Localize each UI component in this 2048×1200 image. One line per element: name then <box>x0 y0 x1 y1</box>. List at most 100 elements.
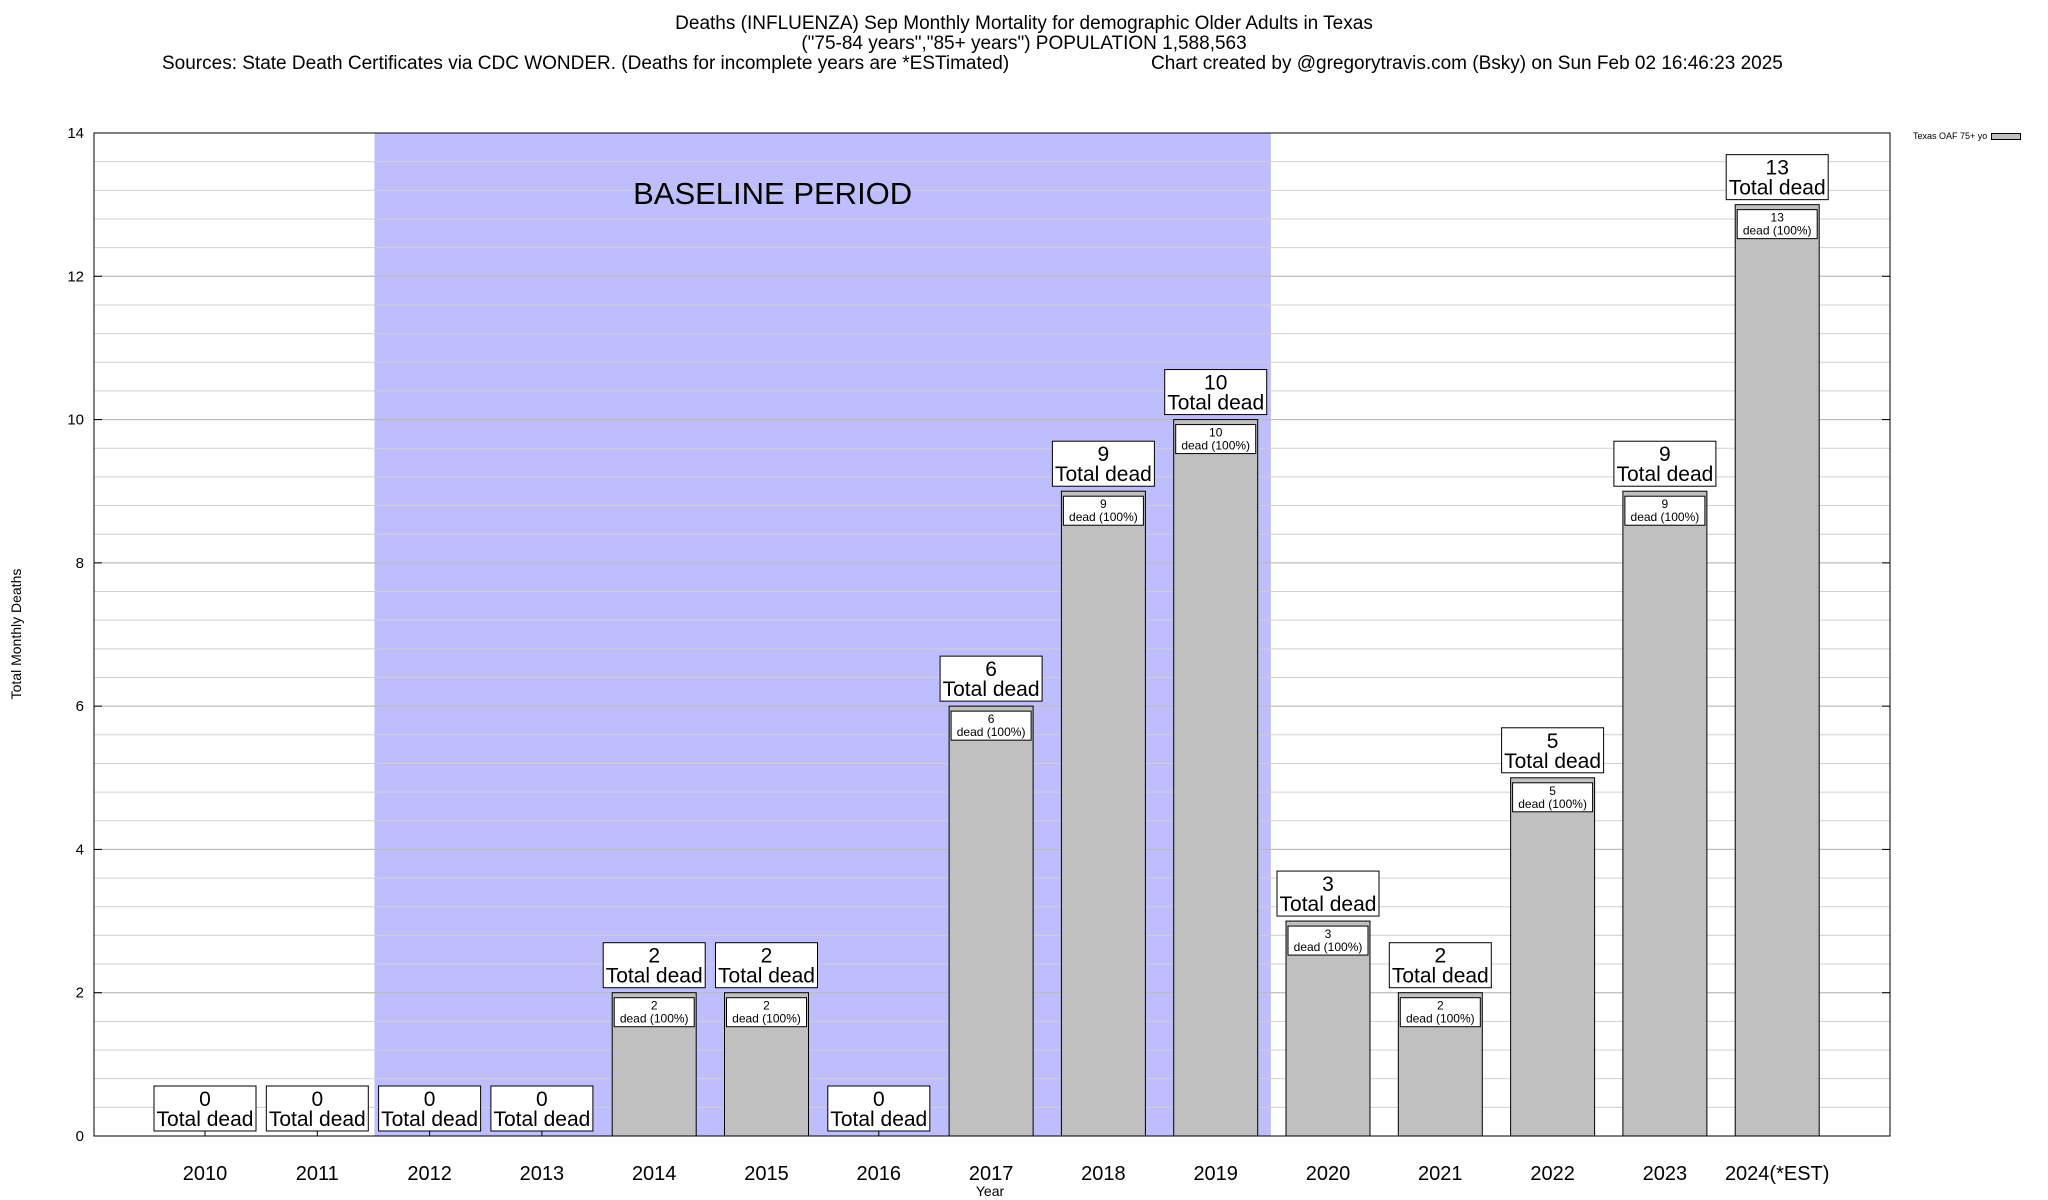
bar-total-value: 5 <box>1547 730 1559 753</box>
chart-subtitle: ("75-84 years","85+ years") POPULATION 1… <box>801 33 1247 54</box>
x-tick-label: 2014 <box>632 1163 677 1185</box>
bar-inner-label-box <box>1624 495 1706 526</box>
bar-total-box <box>265 1085 369 1132</box>
bar-total-box <box>1725 154 1829 201</box>
plot-frame <box>93 132 1891 1137</box>
legend-label: Texas OAF 75+ yo <box>1913 131 1988 141</box>
legend: Texas OAF 75+ yo <box>1913 131 2022 141</box>
bar-inner-value: 6 <box>988 712 995 726</box>
bar-total-label: Total dead <box>1616 463 1713 486</box>
bar-total-label: Total dead <box>269 1108 366 1131</box>
bar-total-value: 2 <box>761 945 773 968</box>
bar-total-value: 0 <box>311 1088 323 1111</box>
x-tick-label: 2022 <box>1530 1163 1575 1185</box>
bar-inner-value: 5 <box>1549 784 1556 798</box>
bar-total-label: Total dead <box>1729 177 1826 200</box>
bar <box>1734 204 1820 1137</box>
x-tick-label: 2013 <box>520 1163 565 1185</box>
bar-inner-label: dead (100%) <box>1181 439 1250 453</box>
bar <box>1285 920 1371 1137</box>
bar-total-value: 13 <box>1766 157 1789 180</box>
bar-inner-label-box <box>726 997 807 1028</box>
bar-inner-value: 2 <box>763 999 770 1013</box>
bar-total-value: 2 <box>648 945 660 968</box>
bar-total-box <box>378 1085 482 1132</box>
bar-total-label: Total dead <box>1167 392 1264 415</box>
bar-inner-label: dead (100%) <box>1743 224 1812 238</box>
bar-total-box <box>1613 440 1717 487</box>
bar <box>1173 419 1259 1137</box>
y-tick-label: 8 <box>76 555 84 572</box>
y-tick-label: 12 <box>67 268 84 285</box>
bar-total-value: 10 <box>1204 372 1227 395</box>
bar-total-value: 2 <box>1434 945 1446 968</box>
baseline-period-label: BASELINE PERIOD <box>633 176 912 211</box>
bar-inner-label: dead (100%) <box>1631 510 1700 524</box>
x-tick-label: 2019 <box>1193 1163 1238 1185</box>
y-tick-label: 10 <box>67 412 84 429</box>
chart-source: Sources: State Death Certificates via CD… <box>162 53 1010 74</box>
x-tick-label: 2017 <box>969 1163 1014 1185</box>
bar-inner-label-box <box>613 997 695 1028</box>
y-tick-label: 2 <box>76 985 84 1002</box>
bar-inner-label: dead (100%) <box>620 1012 689 1026</box>
legend-swatch <box>1991 132 2022 140</box>
bar-total-label: Total dead <box>493 1108 590 1131</box>
bar <box>1510 777 1596 1137</box>
bar-inner-value: 2 <box>651 999 658 1013</box>
x-tick-label: 2011 <box>296 1163 339 1185</box>
bar-inner-label: dead (100%) <box>1406 1012 1475 1026</box>
bar-total-value: 0 <box>199 1088 211 1111</box>
y-tick-label: 14 <box>67 125 84 142</box>
bar-total-box <box>1388 942 1492 989</box>
bar-total-label: Total dead <box>381 1108 478 1131</box>
bar-total-label: Total dead <box>1055 463 1152 486</box>
bar-total-value: 6 <box>985 658 997 681</box>
bar-inner-label: dead (100%) <box>1069 510 1138 524</box>
x-tick-label: 2012 <box>407 1163 452 1185</box>
x-tick-label: 2015 <box>744 1163 789 1185</box>
bar-total-box <box>490 1085 594 1132</box>
bar-inner-label-box <box>1399 997 1481 1028</box>
bar-total-box <box>1501 727 1605 774</box>
bar-inner-label: dead (100%) <box>1294 940 1363 954</box>
bar-inner-label-box <box>1175 424 1257 455</box>
bar-total-label: Total dead <box>606 965 703 988</box>
x-tick-label: 2024(*EST) <box>1725 1163 1830 1185</box>
bar-total-box <box>153 1085 257 1132</box>
bar-total-box <box>1276 870 1380 917</box>
x-tick-label: 2010 <box>183 1163 228 1185</box>
x-tick-label: 2020 <box>1306 1163 1351 1185</box>
bar <box>1622 490 1708 1137</box>
bar-inner-label-box <box>950 710 1032 741</box>
bar <box>1060 490 1146 1137</box>
bar-total-label: Total dead <box>718 965 815 988</box>
x-tick-label: 2023 <box>1643 1163 1688 1185</box>
bar-inner-value: 13 <box>1771 211 1785 225</box>
bar-inner-label: dead (100%) <box>1518 797 1587 811</box>
bar-total-value: 0 <box>424 1088 436 1111</box>
chart-title: Deaths (INFLUENZA) Sep Monthly Mortality… <box>675 13 1373 34</box>
bar-total-label: Total dead <box>830 1108 927 1131</box>
y-tick-label: 6 <box>76 698 84 715</box>
x-axis-label: Year <box>975 1183 1005 1199</box>
bar-inner-label-box <box>1512 782 1594 813</box>
bar-total-label: Total dead <box>1504 750 1601 773</box>
bar-total-box <box>602 942 706 989</box>
bar-total-value: 0 <box>536 1088 548 1111</box>
bar-inner-label-box <box>1287 925 1369 956</box>
bar-inner-value: 3 <box>1325 927 1332 941</box>
x-tick-label: 2016 <box>857 1163 902 1185</box>
bar-inner-label: dead (100%) <box>732 1012 801 1026</box>
bar-total-box <box>1051 440 1155 487</box>
bar-inner-value: 10 <box>1209 426 1223 440</box>
bar-inner-value: 9 <box>1100 497 1107 511</box>
bar-total-box <box>939 655 1043 702</box>
bar <box>948 705 1034 1137</box>
x-tick-label: 2018 <box>1081 1163 1126 1185</box>
bar-total-value: 0 <box>873 1088 885 1111</box>
bar-inner-label: dead (100%) <box>957 725 1026 739</box>
bar-inner-label-box <box>1736 209 1818 240</box>
bar-total-box <box>827 1085 931 1132</box>
